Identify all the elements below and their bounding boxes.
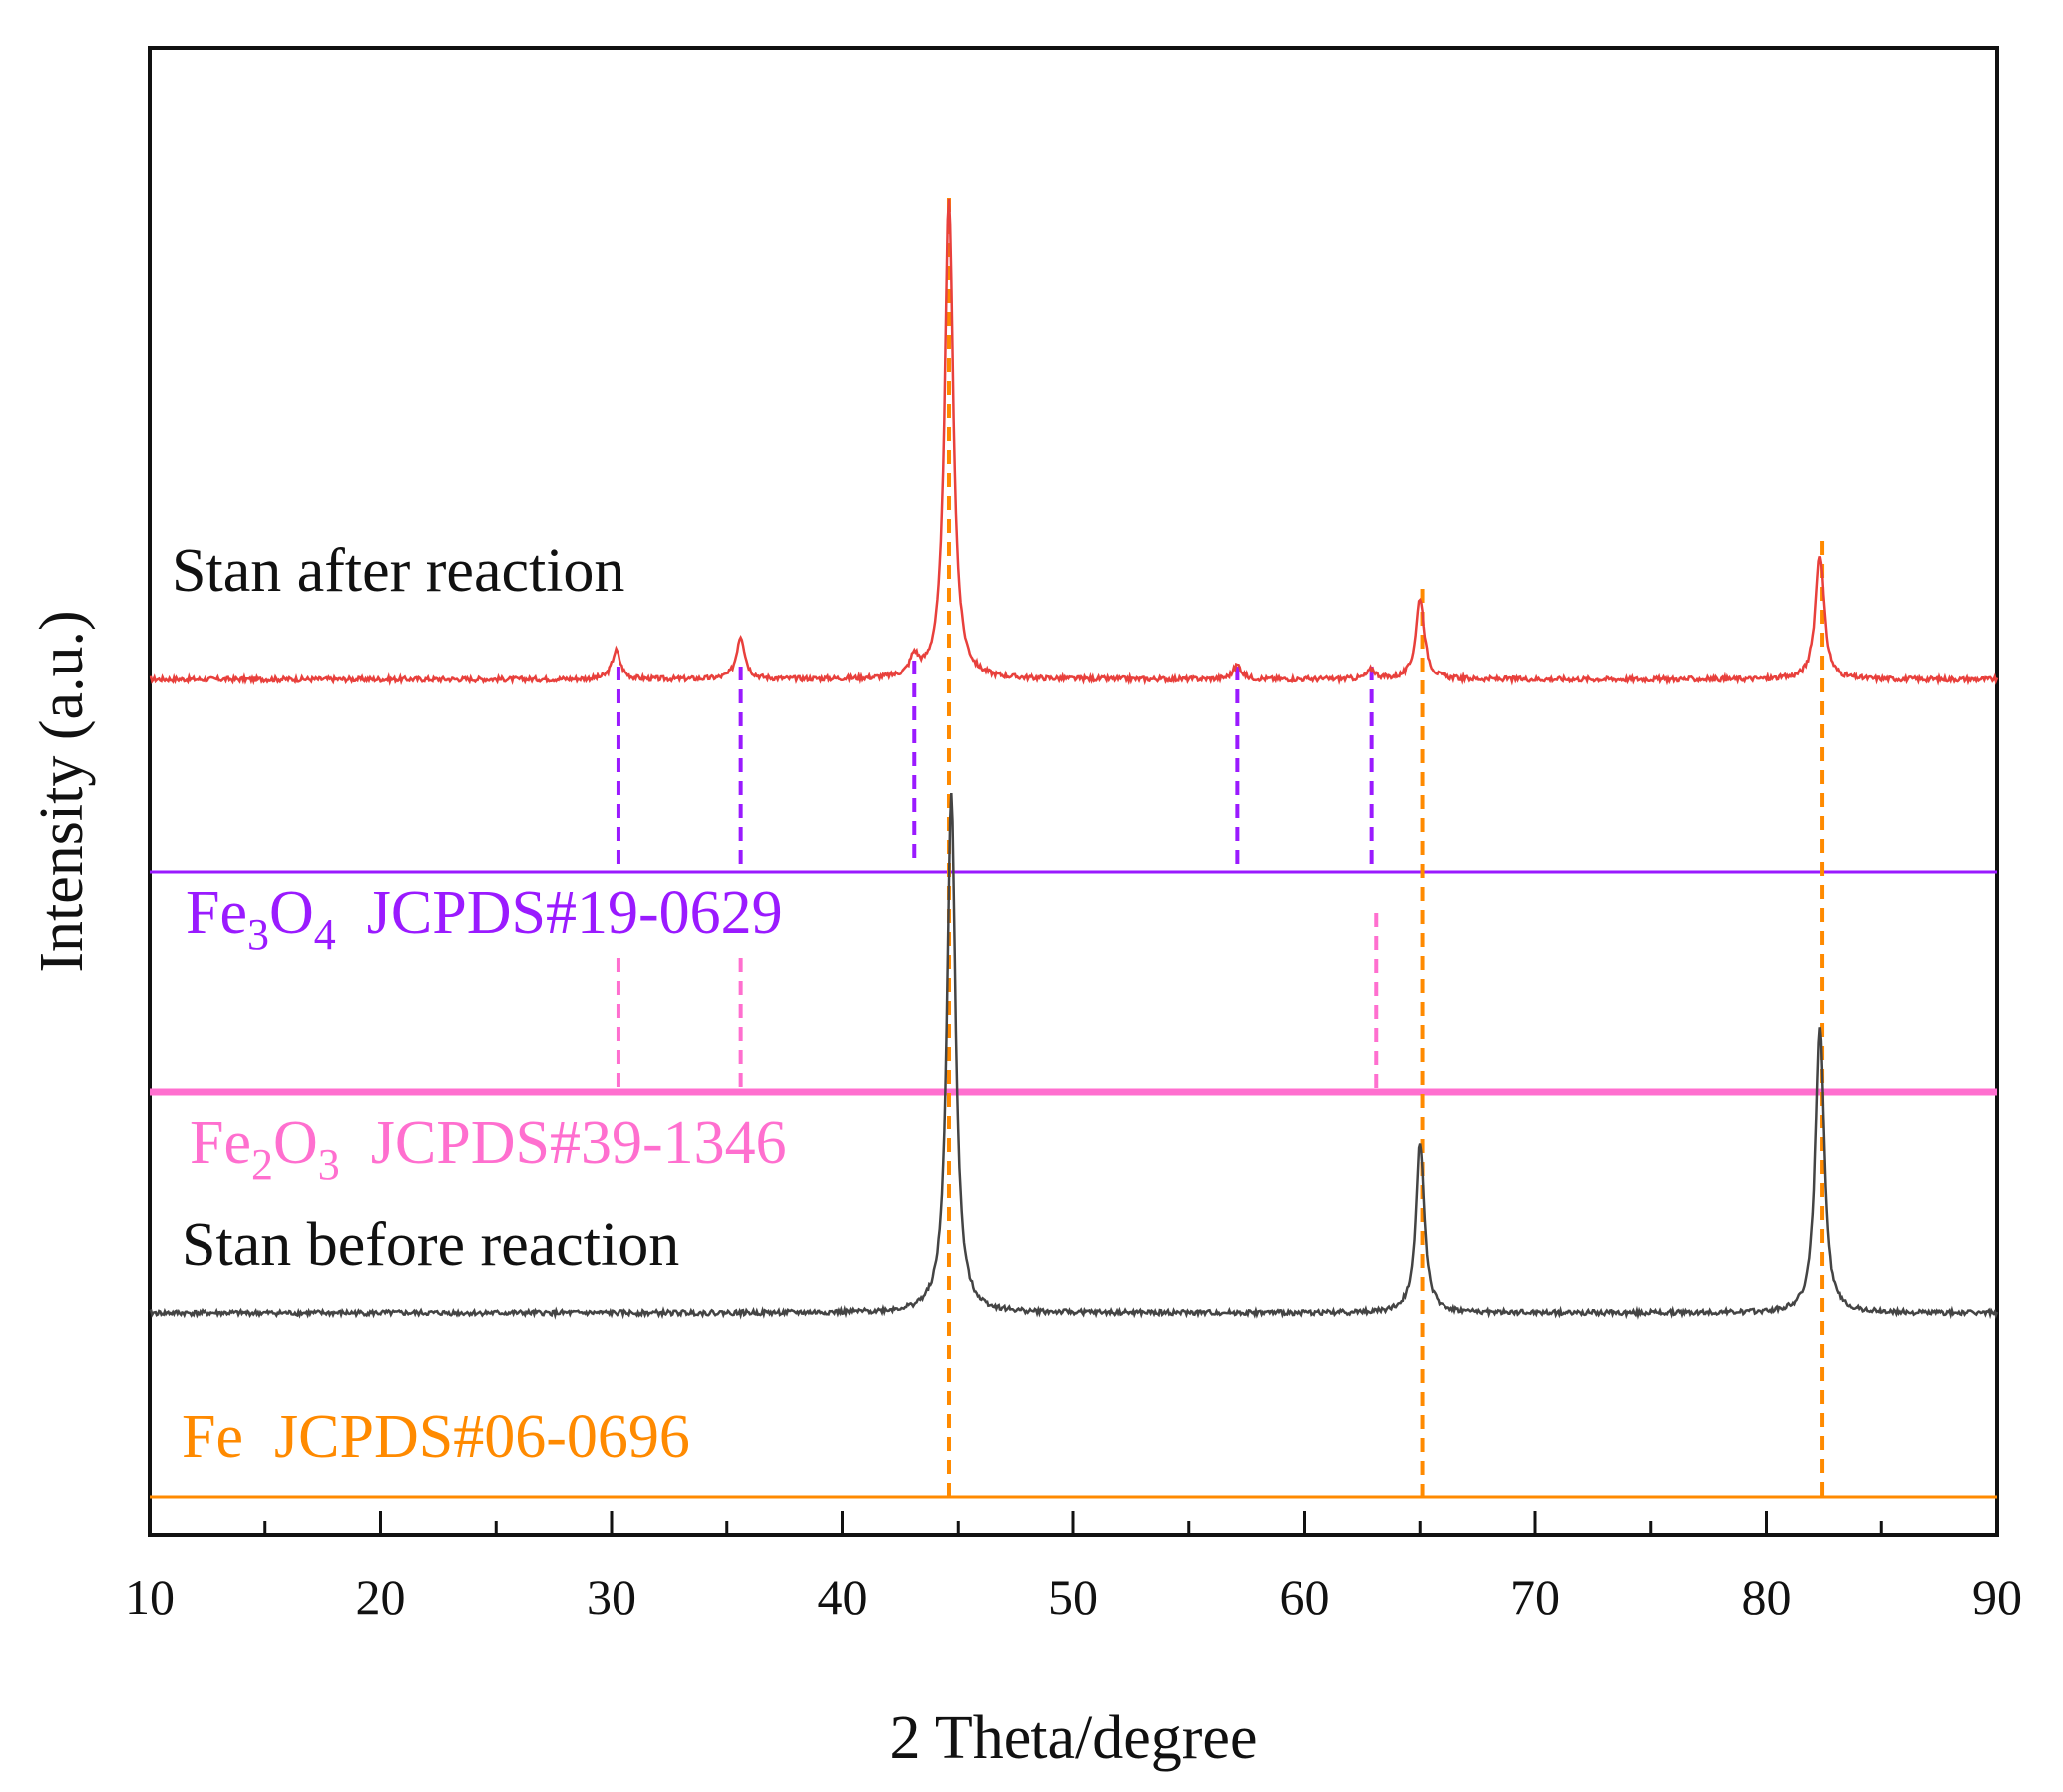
x-tick-label: 40 xyxy=(818,1569,868,1625)
x-tick-label: 80 xyxy=(1742,1569,1792,1625)
reference-label-fe: Fe JCPDS#06-0696 xyxy=(182,1403,690,1471)
x-tick-label: 90 xyxy=(1972,1569,2022,1625)
x-tick-label: 30 xyxy=(587,1569,636,1625)
series-line-before-reaction xyxy=(149,792,1999,1320)
series-layer xyxy=(149,198,1999,1320)
series-label-after: Stan after reaction xyxy=(172,537,624,605)
reference-layer: Fe3O4 JCPDS#19-0629 Fe2O3 JCPDS#39-1346 Fe… xyxy=(150,198,1997,1499)
x-tick-label: 20 xyxy=(356,1569,406,1625)
x-tick-label: 60 xyxy=(1280,1569,1330,1625)
x-axis-title: 2 Theta/degree xyxy=(890,1704,1258,1772)
series-line-after-reaction xyxy=(149,198,1999,686)
series-label-before: Stan before reaction xyxy=(182,1211,679,1279)
x-axis: 10 20 30 40 50 60 70 80 90 xyxy=(125,1511,2022,1625)
y-axis-title: Intensity (a.u.) xyxy=(28,610,96,972)
x-tick-label: 10 xyxy=(125,1569,175,1625)
reference-label-fe2o3: Fe2O3 JCPDS#39-1346 xyxy=(190,1110,787,1189)
reference-label-fe3o4: Fe3O4 JCPDS#19-0629 xyxy=(186,879,783,959)
x-tick-label: 50 xyxy=(1048,1569,1098,1625)
x-tick-label: 70 xyxy=(1510,1569,1560,1625)
